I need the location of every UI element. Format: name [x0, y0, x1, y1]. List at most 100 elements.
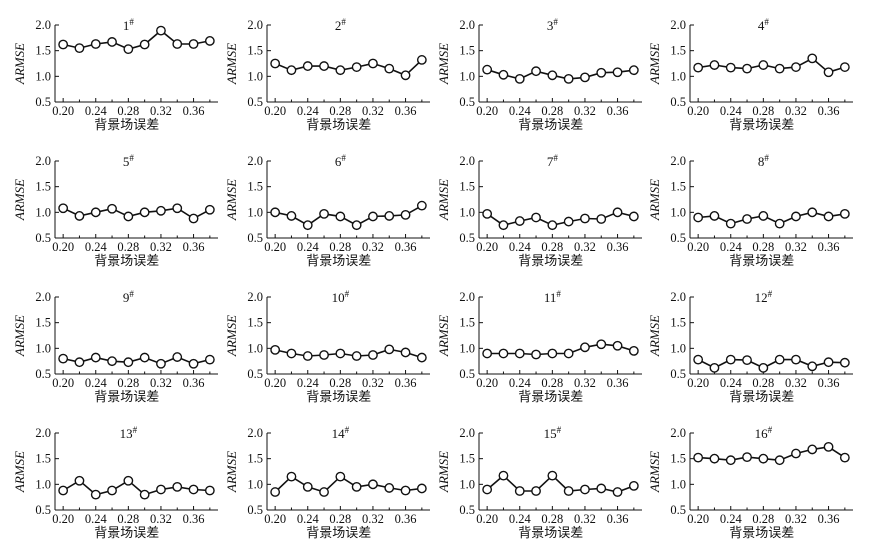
x-tick-label: 0.24 [509, 104, 532, 118]
data-point [90, 352, 101, 363]
data-point [319, 487, 329, 497]
y-tick-label: 2.0 [247, 426, 263, 440]
x-tick-label: 0.24 [297, 376, 320, 390]
data-point [823, 67, 834, 78]
series-line [697, 57, 846, 74]
data-point [547, 220, 558, 231]
panel-title-mark: # [768, 425, 773, 435]
panel-title-number: 10 [332, 290, 345, 305]
data-point [514, 348, 525, 359]
panel-title-number: 5 [123, 154, 130, 169]
x-tick-label: 0.32 [150, 376, 172, 390]
x-tick-label: 0.20 [264, 376, 286, 390]
series-line [275, 205, 423, 227]
x-tick-label: 0.24 [85, 104, 108, 118]
data-point [791, 211, 801, 222]
data-point [384, 483, 395, 493]
y-tick-label: 1.5 [35, 180, 51, 194]
panel-title-number: 16 [755, 426, 769, 441]
data-point [172, 481, 183, 492]
y-tick-label: 1.5 [459, 452, 475, 466]
x-tick-label: 0.20 [52, 512, 74, 526]
x-tick-label: 0.32 [150, 512, 172, 526]
x-axis-label: 背景场误差 [94, 526, 159, 541]
data-point [188, 39, 199, 49]
panel-title-number: 13 [120, 426, 133, 441]
y-tick-label: 2.0 [670, 154, 686, 168]
data-point [302, 351, 313, 361]
data-point [335, 348, 346, 359]
data-point [580, 484, 590, 495]
x-tick-label: 0.32 [574, 376, 596, 390]
panel-title-mark: # [764, 17, 769, 27]
data-point [270, 207, 281, 218]
data-point [758, 453, 769, 464]
panel-title: 12# [755, 289, 773, 305]
x-tick-label: 0.20 [52, 104, 74, 118]
x-tick-label: 0.36 [818, 104, 840, 118]
data-point [482, 348, 493, 359]
panel-title-mark: # [764, 153, 769, 163]
data-point [204, 36, 215, 46]
y-axis-label: ARMSE [647, 315, 662, 357]
panel-title: 4# [758, 17, 770, 33]
y-axis-label: ARMSE [436, 179, 451, 221]
y-tick-label: 0.5 [247, 367, 263, 381]
x-tick-label: 0.36 [395, 240, 417, 254]
data-point [709, 453, 720, 464]
series-line [62, 479, 210, 496]
y-tick-label: 2.0 [35, 154, 51, 168]
y-tick-label: 2.0 [35, 18, 51, 32]
x-tick-label: 0.24 [720, 104, 743, 118]
panel-title: 2# [335, 17, 347, 33]
y-tick-label: 1.0 [35, 341, 51, 355]
y-axis-label: ARMSE [12, 43, 27, 85]
x-axis-label: 背景场误差 [94, 118, 159, 133]
data-point [498, 348, 509, 359]
panel-title-number: 6 [335, 154, 342, 169]
panel-title: 5# [123, 153, 135, 169]
data-point [319, 61, 329, 71]
data-point [693, 62, 704, 73]
y-tick-label: 2.0 [35, 290, 51, 304]
data-point [693, 212, 704, 223]
panel-2: 0.5 1.0 1.5 2.0 0.20 0.24 0.28 0.32 0.36 ARMSE 背景场… [224, 17, 430, 133]
data-point [807, 444, 818, 455]
x-tick-label: 0.36 [183, 376, 205, 390]
panel-title-mark: # [341, 17, 346, 27]
x-tick-label: 0.24 [297, 512, 320, 526]
data-point [612, 487, 623, 497]
x-tick-label: 0.28 [329, 376, 351, 390]
y-axis-label: ARMSE [647, 43, 662, 85]
y-tick-label: 1.5 [670, 452, 686, 466]
x-axis-label: 背景场误差 [729, 526, 794, 541]
panel-title-mark: # [129, 17, 134, 27]
panel-5: 0.5 1.0 1.5 2.0 0.20 0.24 0.28 0.32 0.36 ARMSE 背景场… [12, 153, 218, 269]
panel-title: 8# [758, 153, 770, 169]
y-tick-label: 0.5 [247, 95, 263, 109]
x-tick-label: 0.20 [687, 512, 709, 526]
x-tick-label: 0.20 [264, 104, 286, 118]
data-point [416, 352, 427, 363]
x-tick-label: 0.28 [752, 512, 774, 526]
y-tick-label: 2.0 [670, 426, 686, 440]
data-point [156, 484, 166, 495]
x-tick-label: 0.32 [785, 376, 807, 390]
data-point [286, 471, 297, 482]
data-point [172, 203, 183, 214]
x-tick-label: 0.28 [329, 240, 351, 254]
data-point [139, 207, 150, 218]
data-point [514, 486, 525, 496]
data-point [416, 55, 427, 65]
panel-title: 14# [332, 425, 350, 441]
y-tick-label: 2.0 [459, 426, 475, 440]
x-tick-label: 0.28 [752, 240, 774, 254]
data-point [563, 216, 574, 227]
x-tick-label: 0.28 [329, 104, 351, 118]
panel-title-number: 3 [547, 18, 554, 33]
panel-title-number: 8 [758, 154, 765, 169]
x-tick-label: 0.24 [509, 240, 532, 254]
x-tick-label: 0.28 [117, 376, 139, 390]
data-point [839, 357, 850, 368]
data-point [74, 475, 85, 486]
